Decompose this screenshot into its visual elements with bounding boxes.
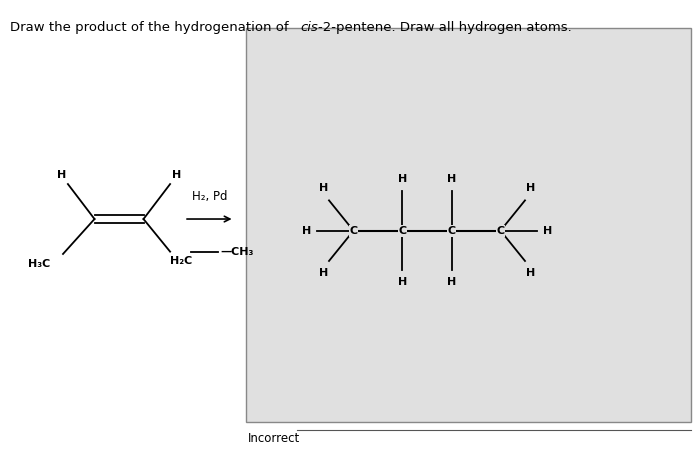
Text: H₂, Pd: H₂, Pd [192, 190, 227, 203]
Text: C: C [349, 226, 358, 236]
Text: cis: cis [300, 21, 318, 34]
Text: H: H [398, 174, 407, 184]
Text: H: H [447, 174, 456, 184]
Text: Draw the product of the hydrogenation of: Draw the product of the hydrogenation of [10, 21, 293, 34]
Text: H: H [526, 268, 536, 278]
Text: H: H [398, 277, 407, 287]
Text: Incorrect: Incorrect [248, 432, 300, 445]
Text: H: H [318, 184, 328, 193]
Text: C: C [398, 226, 407, 236]
Text: H: H [447, 277, 456, 287]
FancyBboxPatch shape [246, 28, 691, 422]
Text: H: H [172, 171, 181, 180]
Text: C: C [496, 226, 505, 236]
Text: —CH₃: —CH₃ [220, 247, 254, 257]
Text: H₂C: H₂C [170, 256, 192, 266]
Text: H: H [542, 226, 552, 236]
Text: C: C [447, 226, 456, 236]
Text: H: H [318, 268, 328, 278]
Text: H: H [57, 171, 66, 180]
Text: -2-pentene. Draw all hydrogen atoms.: -2-pentene. Draw all hydrogen atoms. [318, 21, 573, 34]
Text: H₃C: H₃C [28, 259, 50, 268]
Text: H: H [302, 226, 312, 236]
Text: H: H [526, 184, 536, 193]
